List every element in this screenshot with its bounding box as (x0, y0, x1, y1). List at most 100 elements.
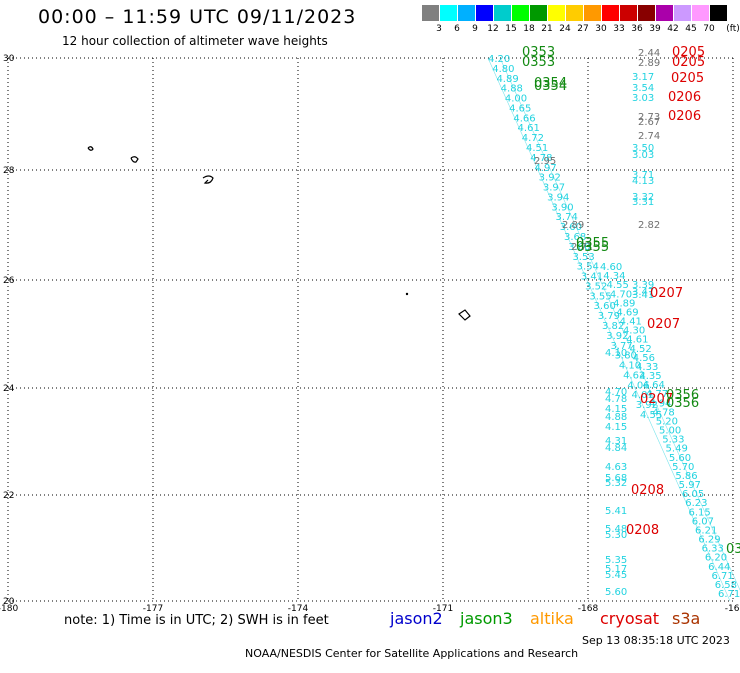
swh-label-cyan: 4.65 (509, 103, 531, 114)
swh-label-cyan: 4.70 (605, 387, 627, 398)
color-swatch (458, 5, 475, 21)
swh-label-cyan: 3.52 (585, 281, 607, 292)
swh-label-cyan: 4.13 (632, 176, 654, 187)
pass-time-label-green: 0354 (534, 76, 567, 91)
swh-label-cyan: 4.55 (607, 280, 629, 291)
swh-label-cyan: 6.58 (715, 580, 737, 591)
swh-label-cyan: 4.94 (649, 398, 671, 409)
color-swatch (602, 5, 619, 21)
swh-label-cyan: 4.34 (603, 271, 625, 282)
x-tick-label: -177 (143, 604, 163, 614)
swh-label-cyan: 3.92 (539, 173, 561, 184)
pass-time-label-red: 0208 (626, 523, 659, 538)
swh-label-gray: 2.73 (638, 112, 660, 123)
swh-label-cyan: 5.48 (605, 524, 627, 535)
swh-label-cyan: 5.17 (605, 564, 627, 575)
swh-label-cyan: 4.52 (630, 344, 652, 355)
satellite-legend-item: s3a (672, 609, 701, 628)
swh-label-cyan: 3.60 (594, 301, 616, 312)
swh-label-cyan: 4.88 (501, 84, 523, 95)
swh-label-gray: 2.74 (638, 131, 660, 142)
swh-label-cyan: 3.47 (632, 287, 654, 298)
pass-time-label-red: 0206 (668, 109, 701, 124)
swh-label-cyan: 3.03 (632, 93, 654, 104)
swh-label-cyan: 3.41 (632, 290, 654, 301)
satellite-legend-item: jason2 (390, 609, 443, 628)
pass-time-label-red: 0207 (640, 392, 673, 407)
swh-label-gray: 2.71 (571, 242, 593, 253)
swh-label-cyan: 3.54 (577, 262, 599, 273)
color-scale-label: 42 (667, 24, 679, 34)
pass-time-label-red: 0205 (672, 45, 705, 60)
color-scale-label: 45 (685, 24, 697, 34)
color-scale-label: 3 (436, 24, 442, 34)
swh-label-cyan: 4.30 (623, 326, 645, 337)
color-swatch (566, 5, 583, 21)
swh-label-cyan: 3.53 (572, 252, 594, 263)
swh-label-cyan: 4.77 (646, 389, 668, 400)
satellite-legend-item: cryosat (600, 609, 660, 628)
swh-label-cyan: 4.15 (605, 404, 627, 415)
y-tick-label: 26 (3, 276, 15, 286)
swh-label-cyan: 4.10 (605, 348, 627, 359)
swh-label-cyan: 4.20 (488, 54, 510, 65)
color-scale-label: 9 (472, 24, 478, 34)
swh-label-cyan: 4.70 (610, 289, 632, 300)
footer-credit: NOAA/NESDIS Center for Satellite Applica… (245, 647, 579, 660)
color-swatch (710, 5, 727, 21)
y-tick-label: 22 (3, 491, 14, 501)
island-outline (202, 175, 214, 184)
x-tick-label: -174 (288, 604, 309, 614)
swh-label-cyan: 3.03 (632, 150, 654, 161)
swh-label-cyan: 3.74 (556, 212, 578, 223)
pass-time-label-green: 0356 (666, 396, 699, 411)
swh-label-cyan: 4.89 (613, 298, 635, 309)
swh-label-cyan: 6.23 (685, 498, 707, 509)
swh-label-cyan: 3.60 (568, 242, 590, 253)
island-dot (405, 292, 409, 296)
color-swatch (494, 5, 511, 21)
swh-label-cyan: 6.21 (695, 525, 717, 536)
swh-label-cyan: 3.60 (560, 222, 582, 233)
swh-label-cyan: 4.97 (534, 163, 556, 174)
swh-label-cyan: 5.86 (675, 471, 697, 482)
legend-note: note: 1) Time is in UTC; 2) SWH is in fe… (64, 613, 329, 628)
footer-timestamp: Sep 13 08:35:18 UTC 2023 (582, 634, 730, 647)
color-scale-label: 27 (577, 24, 589, 34)
swh-label-cyan: 4.61 (518, 123, 540, 134)
swh-label-cyan: 5.60 (605, 587, 627, 598)
swh-label-cyan: 3.92 (606, 331, 628, 342)
color-swatch (548, 5, 565, 21)
wave-height-map: -180 -177 -174 -171 -168 -165 30 28 26 24 22 20 4.2… (0, 45, 740, 614)
island-outline (458, 309, 471, 321)
color-scale-label: 15 (505, 24, 517, 34)
swh-label-cyan: 5.20 (656, 416, 678, 427)
color-scale-label: 24 (559, 24, 571, 34)
color-scale-label: 33 (613, 24, 625, 34)
page-subtitle: 12 hour collection of altimeter wave hei… (62, 34, 328, 48)
swh-label-cyan: 3.39 (632, 280, 654, 291)
swh-label-cyan: 4.10 (619, 361, 641, 372)
swh-label-cyan: 5.33 (662, 435, 684, 446)
color-scale-label: (ft) (726, 24, 740, 34)
track-edge (499, 57, 740, 591)
swh-label-cyan: 4.33 (636, 362, 658, 373)
swh-label-cyan: 4.00 (505, 94, 527, 105)
swh-label-cyan: 6.71 (711, 571, 733, 582)
y-tick-label: 28 (3, 166, 15, 176)
swh-label-cyan: 4.51 (526, 143, 548, 154)
swh-label-cyan: 4.84 (605, 443, 627, 454)
footer: NOAA/NESDIS Center for Satellite Applica… (238, 634, 730, 673)
swh-label-cyan: 5.41 (605, 506, 627, 517)
swh-label-cyan: 6.33 (702, 544, 724, 555)
pass-time-label-red: 0207 (650, 286, 683, 301)
pass-time-label-green: 0355 (576, 236, 609, 251)
color-swatch (440, 5, 457, 21)
x-tick-label: -165 (725, 604, 740, 614)
swh-label-cyan: 4.61 (626, 335, 648, 346)
swh-label-cyan: 4.31 (605, 436, 627, 447)
swh-label-gray: 2.82 (638, 220, 660, 231)
color-scale-label: 36 (631, 24, 643, 34)
swh-label-cyan: 4.60 (600, 262, 622, 273)
y-tick-label: 24 (3, 384, 15, 394)
